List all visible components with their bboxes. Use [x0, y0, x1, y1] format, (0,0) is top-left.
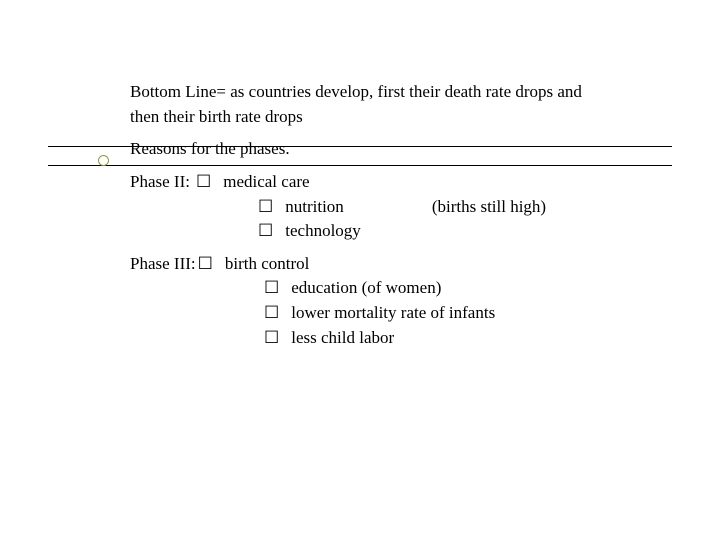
bottom-line-text: Bottom Line= as countries develop, first… — [130, 80, 610, 129]
phase2-row: Phase II: ☐ medical care — [130, 170, 610, 195]
phase2-label: Phase II: — [130, 170, 190, 195]
phase3-item-3: less child labor — [291, 326, 394, 351]
checkbox-icon: ☐ — [198, 252, 213, 277]
phase2-item-row: ☐ technology — [258, 219, 610, 244]
phase2-aside: (births still high) — [432, 195, 546, 220]
phase2-item-2: technology — [285, 219, 361, 244]
phase3-item-2: lower mortality rate of infants — [291, 301, 495, 326]
checkbox-icon: ☐ — [258, 219, 273, 244]
reasons-heading: Reasons for the phases. — [130, 137, 610, 162]
slide-page: Bottom Line= as countries develop, first… — [0, 0, 720, 540]
checkbox-icon: ☐ — [264, 301, 279, 326]
phase3-item-row: ☐ education (of women) — [264, 276, 610, 301]
phase2-item-1: nutrition — [285, 195, 344, 220]
bullet-icon — [98, 155, 109, 166]
phase3-row: Phase III: ☐ birth control — [130, 252, 610, 277]
content-block: Bottom Line= as countries develop, first… — [130, 80, 610, 350]
checkbox-icon: ☐ — [196, 170, 211, 195]
phase3-item-row: ☐ lower mortality rate of infants — [264, 301, 610, 326]
checkbox-icon: ☐ — [264, 326, 279, 351]
phase2-first-item: medical care — [223, 170, 309, 195]
phase3-first-item: birth control — [225, 252, 310, 277]
phase3-item-1: education (of women) — [291, 276, 441, 301]
checkbox-icon: ☐ — [264, 276, 279, 301]
phase3-label: Phase III: — [130, 252, 196, 277]
phase3-item-row: ☐ less child labor — [264, 326, 610, 351]
checkbox-icon: ☐ — [258, 195, 273, 220]
phase2-item-row: ☐ nutrition (births still high) — [258, 195, 610, 220]
